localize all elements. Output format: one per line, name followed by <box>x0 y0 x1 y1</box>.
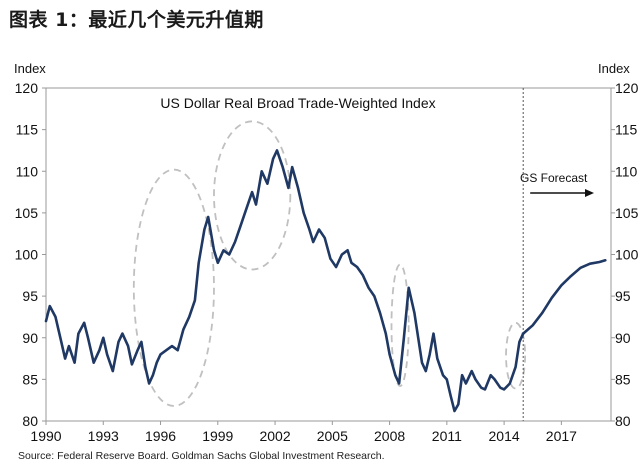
x-tick-label: 2002 <box>259 428 290 444</box>
chart-title: US Dollar Real Broad Trade-Weighted Inde… <box>160 95 435 111</box>
highlight-ellipse <box>505 321 527 390</box>
highlight-ellipse <box>132 168 215 407</box>
y-tick-label-left: 85 <box>22 371 38 387</box>
y-tick-label-right: 90 <box>615 330 631 346</box>
x-tick-label: 2008 <box>374 428 405 444</box>
y-tick-label-right: 100 <box>615 247 639 263</box>
x-tick-label: 2011 <box>432 428 462 444</box>
y-tick-label-left: 90 <box>22 330 38 346</box>
plot-layer: 80 80 85 85 90 90 95 95 100 100 105 105 110 110 115 115… <box>15 80 639 444</box>
source-note: Source: Federal Reserve Board. Goldman S… <box>18 450 385 462</box>
y-axis-title-right: Index <box>598 61 630 76</box>
y-tick-label-left: 120 <box>15 80 39 96</box>
y-tick-label-left: 105 <box>15 205 39 221</box>
highlight-ellipse <box>213 120 292 271</box>
x-tick-label: 1999 <box>202 428 233 444</box>
x-tick-label: 2017 <box>546 428 577 444</box>
y-tick-label-right: 85 <box>615 371 631 387</box>
x-tick-label: 2005 <box>317 428 348 444</box>
y-tick-label-left: 115 <box>16 122 39 138</box>
page-title: 图表 1：最近几个美元升值期 <box>9 9 264 31</box>
y-tick-label-left: 100 <box>15 247 39 263</box>
y-tick-label-right: 95 <box>615 288 631 304</box>
x-tick-label: 2014 <box>489 428 520 444</box>
forecast-arrow-head <box>585 189 594 197</box>
x-tick-label: 1990 <box>30 428 61 444</box>
forecast-label: GS Forecast <box>520 171 588 185</box>
y-tick-label-right: 80 <box>615 413 631 429</box>
y-tick-label-right: 115 <box>615 122 638 138</box>
series-line-forecast <box>521 259 607 335</box>
y-tick-label-left: 95 <box>22 288 38 304</box>
y-tick-label-left: 110 <box>16 163 39 179</box>
highlight-ellipse <box>390 263 410 387</box>
y-tick-label-right: 105 <box>615 205 639 221</box>
series-line-actual <box>44 149 525 413</box>
y-axis-title-left: Index <box>14 61 46 76</box>
x-tick-label: 1996 <box>145 428 176 444</box>
y-tick-label-left: 80 <box>22 413 38 429</box>
x-tick-label: 1993 <box>88 428 119 444</box>
y-tick-label-right: 110 <box>615 163 638 179</box>
y-tick-label-right: 120 <box>615 80 639 96</box>
